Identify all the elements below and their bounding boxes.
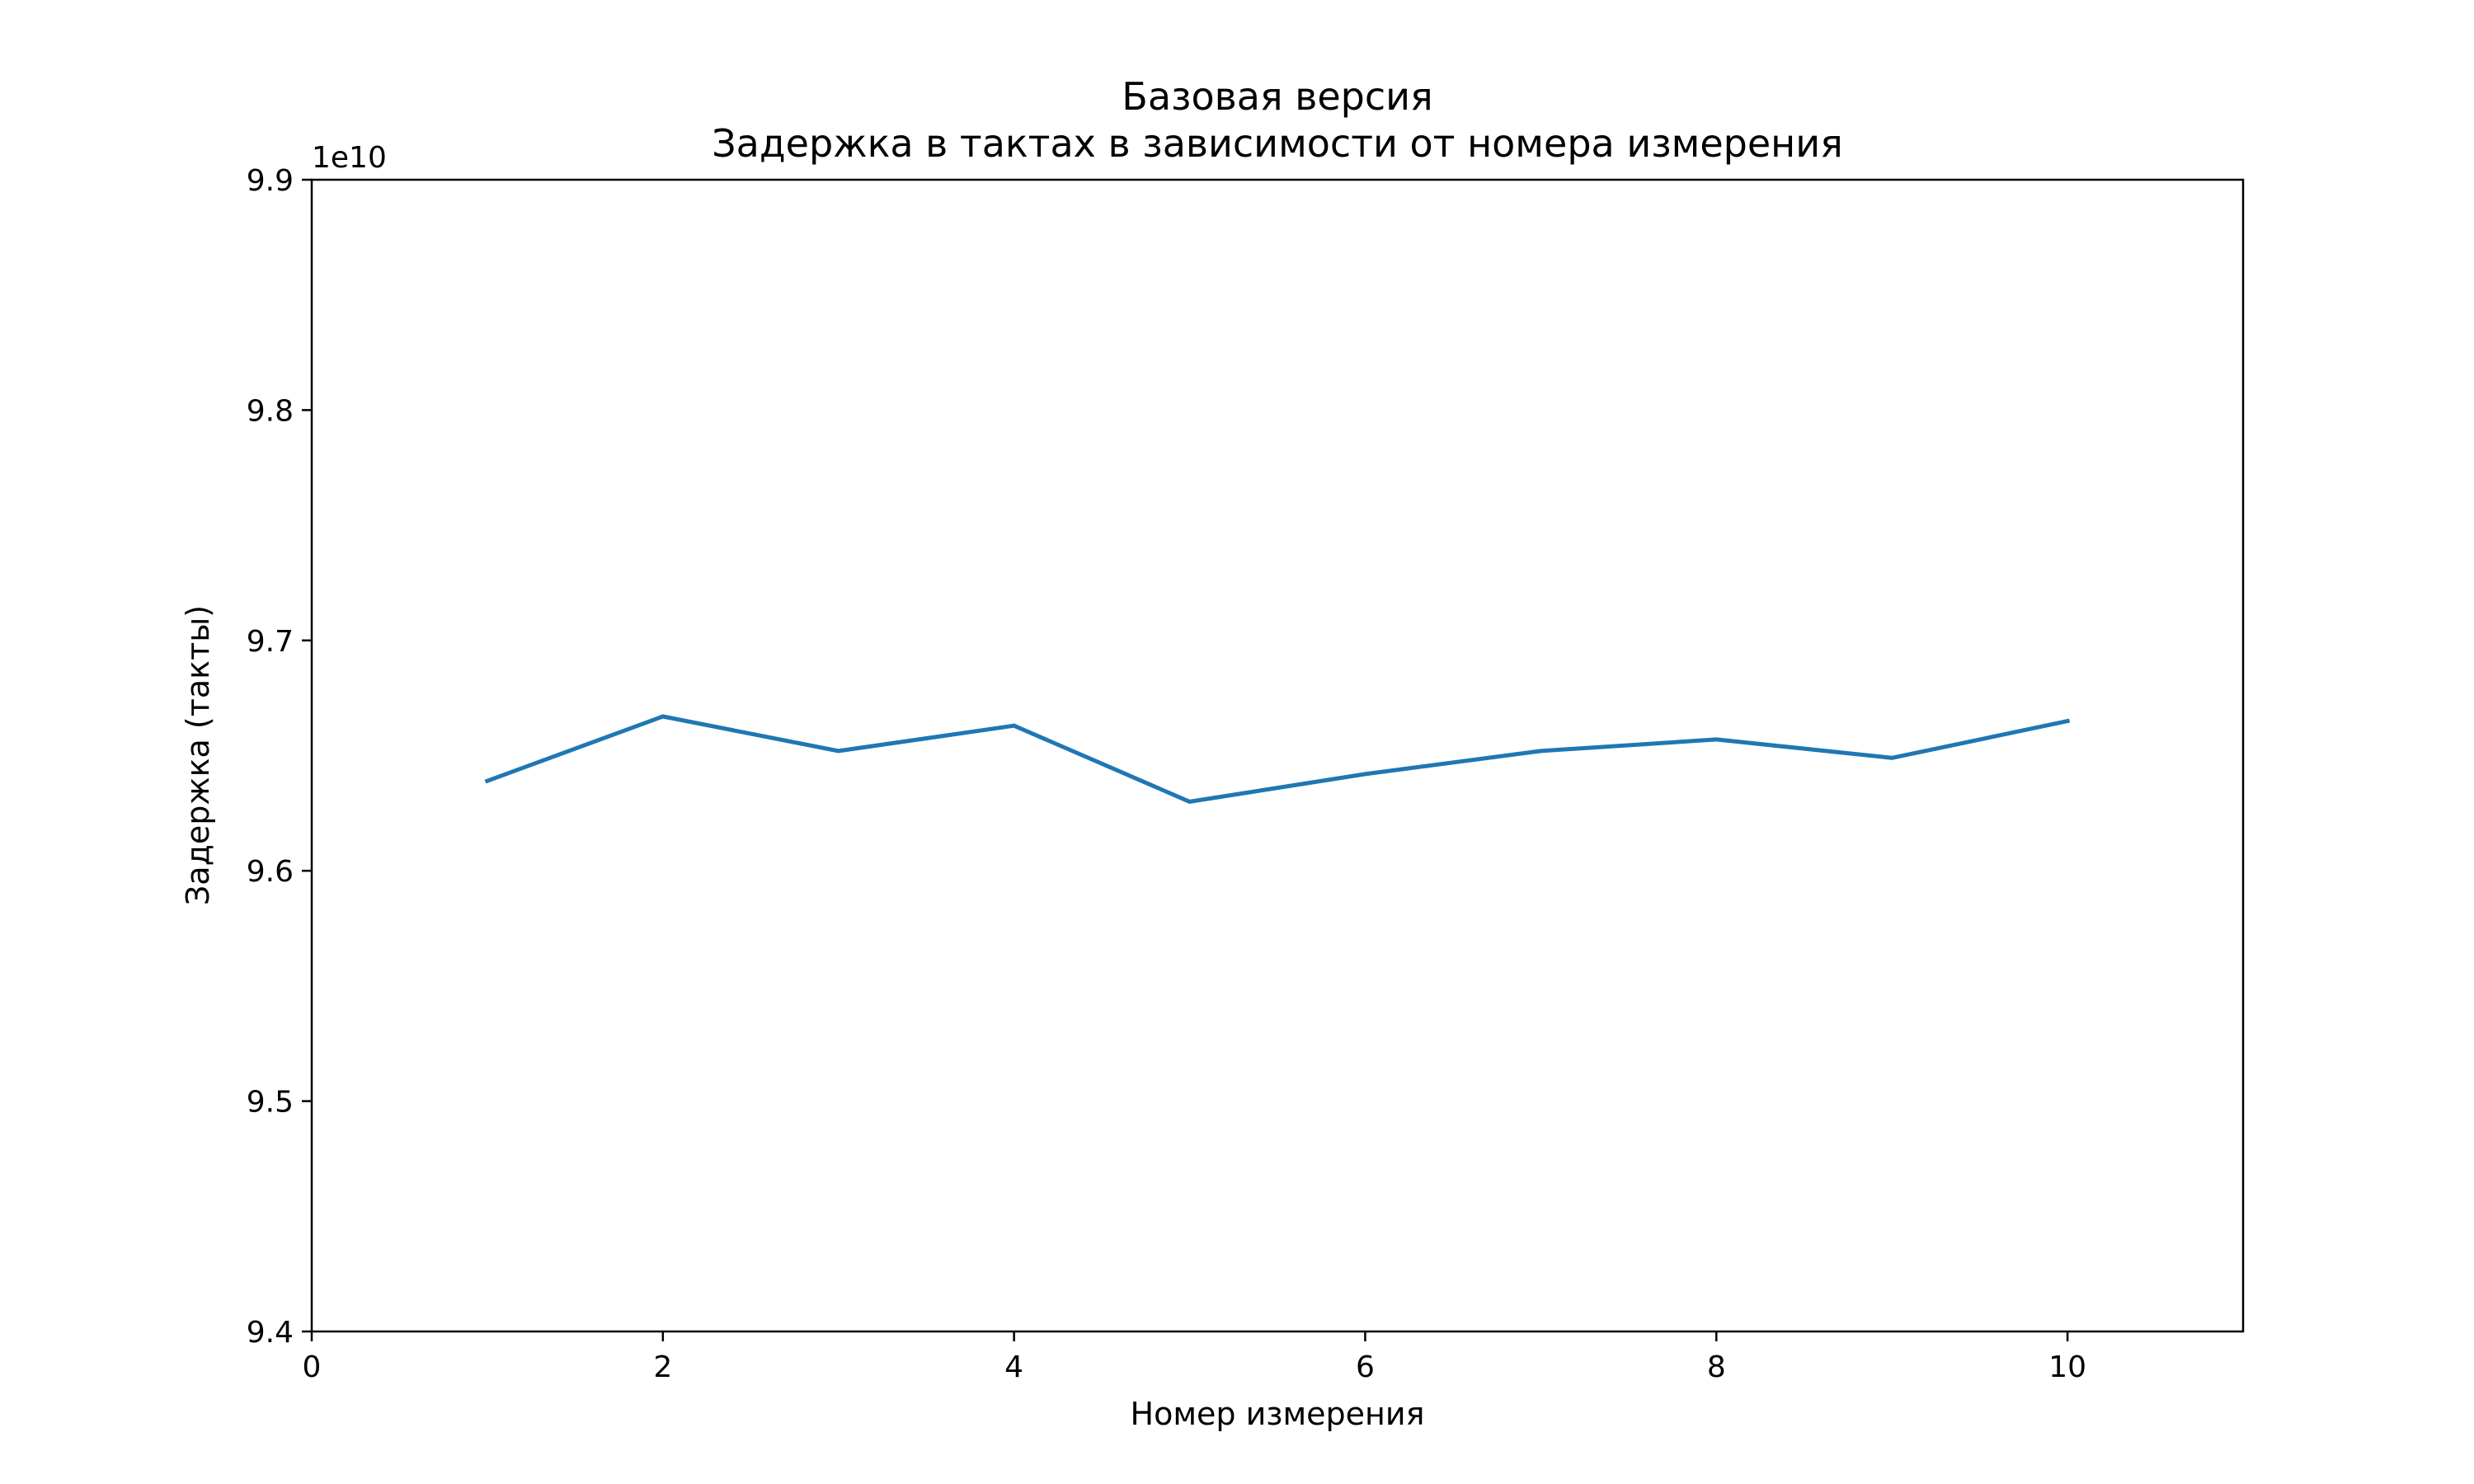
data-point xyxy=(836,749,841,754)
chart-title: Базовая версия xyxy=(1122,74,1432,119)
data-point xyxy=(1538,749,1543,754)
data-point xyxy=(661,714,666,719)
y-tick-label: 9.7 xyxy=(247,625,294,659)
data-point xyxy=(1714,737,1719,742)
data-point xyxy=(485,778,490,783)
y-tick-label: 9.8 xyxy=(247,394,294,428)
chart-subtitle: Задержка в тактах в зависимости от номер… xyxy=(712,121,1843,166)
y-offset-label: 1e10 xyxy=(312,141,387,175)
y-axis-label: Задержка (такты) xyxy=(180,605,216,905)
y-tick-label: 9.9 xyxy=(247,164,294,198)
x-tick-label: 4 xyxy=(1004,1350,1023,1384)
y-tick-label: 9.5 xyxy=(247,1086,294,1120)
data-point xyxy=(1889,755,1894,760)
x-tick-label: 10 xyxy=(2048,1350,2086,1384)
plot-frame xyxy=(310,178,2245,1333)
x-tick-label: 6 xyxy=(1356,1350,1375,1384)
x-tick-label: 0 xyxy=(303,1350,322,1384)
x-tick-label: 8 xyxy=(1707,1350,1726,1384)
y-tick-label: 9.6 xyxy=(247,855,294,889)
ticks-layer: 0 2 4 6 8 10 9.4 9.5 9.6 9.7 9.8 9.9 xyxy=(247,164,2086,1384)
series-line xyxy=(484,714,2071,804)
y-tick-label: 9.4 xyxy=(247,1316,294,1350)
data-point xyxy=(1188,799,1192,804)
x-axis-label: Номер измерения xyxy=(1131,1396,1425,1432)
data-point xyxy=(1362,772,1367,777)
data-point xyxy=(2065,719,2070,724)
marks-layer xyxy=(484,714,2071,804)
data-point xyxy=(1012,723,1017,728)
x-tick-label: 2 xyxy=(653,1350,672,1384)
